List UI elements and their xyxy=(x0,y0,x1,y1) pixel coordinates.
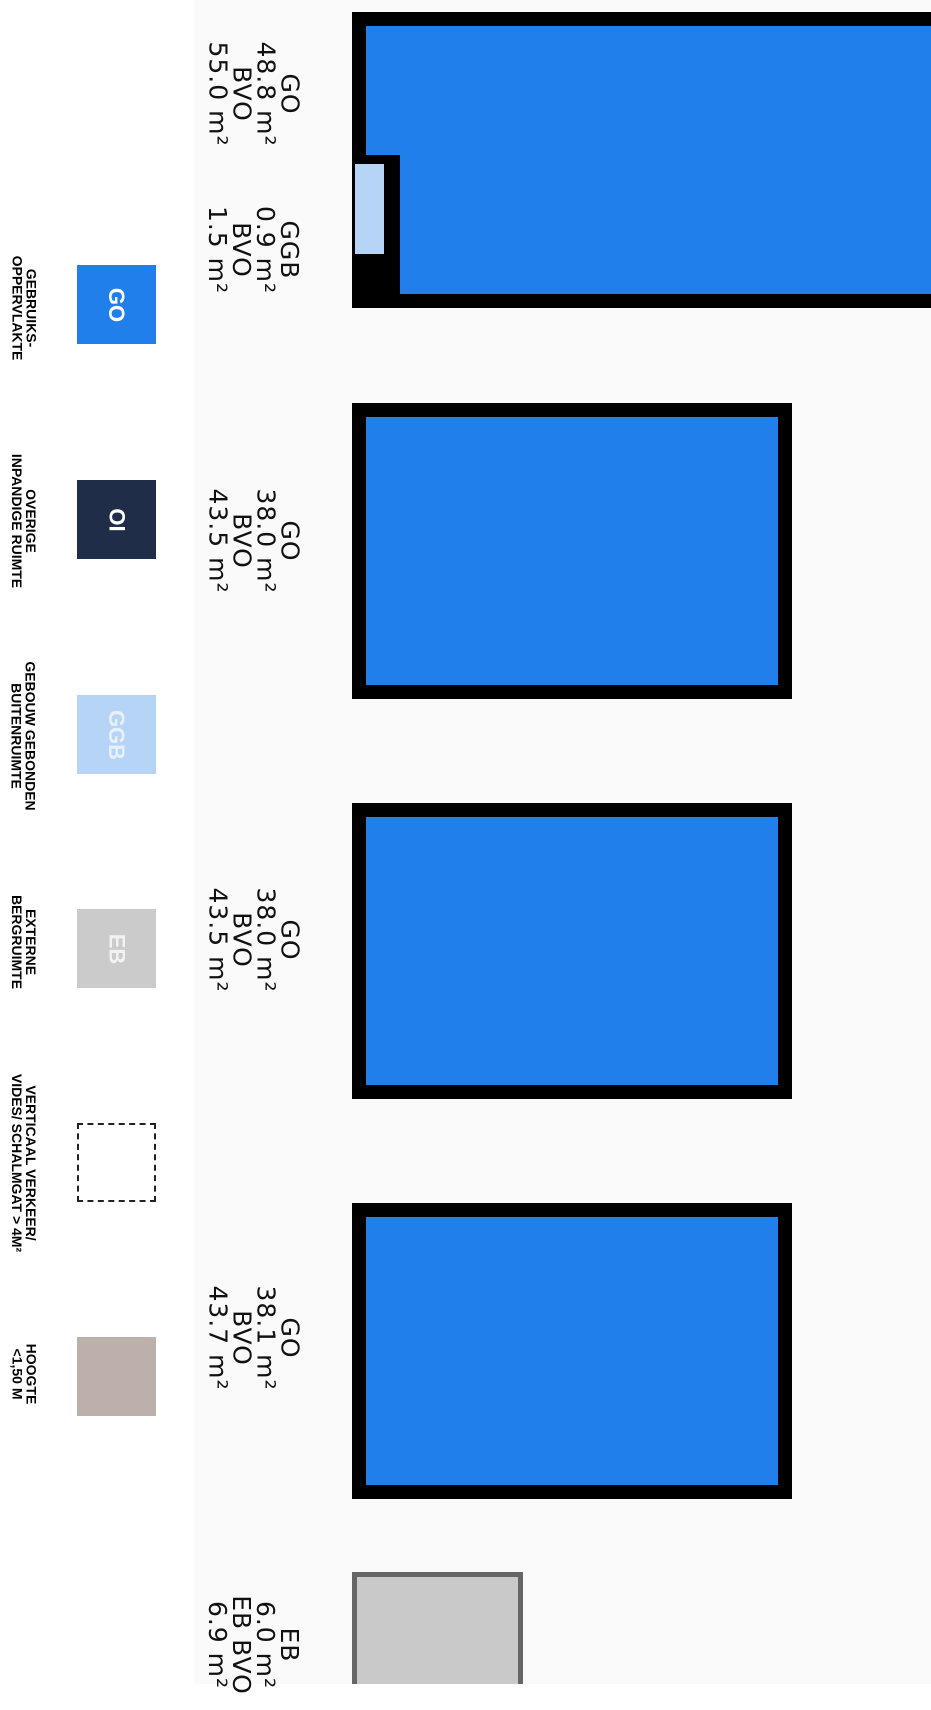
area-label-eb: EB 6.0 m² EB BVO 6.9 m² xyxy=(203,1595,304,1695)
legend-label-oi: OVERIGE INPANDIGE RUIMTE xyxy=(9,453,39,589)
legend-swatch-eb: EB xyxy=(77,909,156,988)
legend-swatch-ggb: GGB xyxy=(77,695,156,774)
area-label-ggb: GGB 0.9 m² BVO 1.5 m² xyxy=(203,205,304,295)
area-label-go-4: GO 38.1 m² BVO 43.7 m² xyxy=(203,1285,304,1391)
legend-swatch-oi: OI xyxy=(77,480,156,559)
area-label-go-2: GO 38.0 m² BVO 43.5 m² xyxy=(203,488,304,594)
legend-swatch-height xyxy=(77,1337,156,1416)
legend-label-eb: EXTERNE BERGRUIMTE xyxy=(9,894,39,990)
room-go-1 xyxy=(352,12,931,308)
room-go-2 xyxy=(352,403,792,699)
legend-swatch-vertical-traffic xyxy=(77,1123,156,1202)
area-label-go-3: GO 38.0 m² BVO 43.5 m² xyxy=(203,887,304,993)
legend-swatch-go: GO xyxy=(77,265,156,344)
room-go-4 xyxy=(352,1203,792,1499)
room-eb xyxy=(352,1572,523,1684)
legend-label-go: GEBRUIKS- OPPERVLAKTE xyxy=(9,255,40,361)
room-go-3 xyxy=(352,803,792,1099)
room-ggb-patch xyxy=(355,164,384,254)
legend-label-height: HOOGTE <1,50 M xyxy=(9,1343,40,1405)
legend-label-ggb: GEBOUW GEBONDEN BUITENRUIMTE xyxy=(9,660,39,811)
area-label-go-1: GO 48.8 m² BVO 55.0 m² xyxy=(203,41,304,147)
legend-label-vertical-traffic: VERTICAAL VERKEER/VIDES/ SCHALMGAT > 4M² xyxy=(9,1073,40,1253)
